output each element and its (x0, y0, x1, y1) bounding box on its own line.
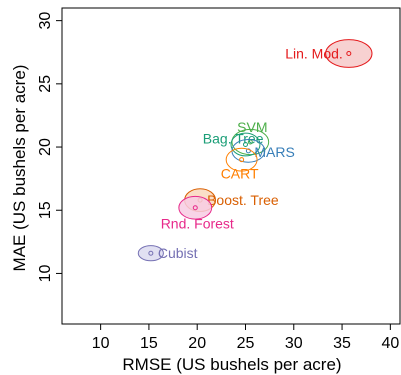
point-marker (192, 205, 198, 211)
plot-border (61, 7, 401, 325)
point-lin-mod: Lin. Mod. (285, 39, 373, 68)
x-tick-label: 10 (92, 335, 110, 352)
point-marker (346, 51, 352, 57)
point-label: CART (221, 166, 259, 182)
confidence-ellipse (325, 39, 373, 68)
confidence-ellipse (230, 132, 261, 157)
x-tick-label: 25 (237, 335, 255, 352)
point-label: Cubist (158, 245, 198, 261)
x-tick-label: 30 (285, 335, 303, 352)
x-tick-label: 40 (381, 335, 399, 352)
confidence-ellipse (231, 128, 270, 156)
plot-frame (61, 7, 401, 325)
y-tick-label: 10 (37, 264, 54, 282)
point-svm: SVM (231, 119, 270, 156)
point-marker (239, 157, 245, 163)
confidence-ellipse (178, 195, 213, 220)
point-marker (242, 142, 248, 148)
confidence-ellipse (225, 147, 258, 172)
point-label: Rnd. Forest (161, 216, 234, 232)
point-rnd-forest: Rnd. Forest (161, 195, 234, 232)
x-axis-title: RMSE (US bushels per acre) (122, 355, 341, 374)
point-cubist: Cubist (137, 245, 198, 262)
confidence-ellipse (137, 245, 164, 262)
y-axis-title: MAE (US bushels per acre) (10, 65, 29, 272)
y-tick-label: 15 (37, 201, 54, 219)
x-axis-ticks: 10 15 20 25 30 35 40 (92, 324, 399, 352)
point-label: Lin. Mod. (285, 46, 343, 62)
y-tick-label: 30 (37, 12, 54, 30)
x-tick-label: 15 (140, 335, 158, 352)
point-marker (148, 250, 154, 256)
x-tick-label: 35 (333, 335, 351, 352)
point-label: Bag. Tree (203, 131, 264, 147)
point-cart: CART (221, 147, 259, 182)
point-label: MARS (254, 144, 294, 160)
x-tick-label: 20 (188, 335, 206, 352)
y-tick-label: 25 (37, 75, 54, 93)
point-bag-tree: Bag. Tree (203, 131, 264, 157)
y-tick-label: 20 (37, 138, 54, 156)
point-label: SVM (237, 119, 267, 135)
y-axis-ticks: 10 15 20 25 30 (37, 12, 62, 282)
point-label: Boost. Tree (207, 192, 279, 208)
